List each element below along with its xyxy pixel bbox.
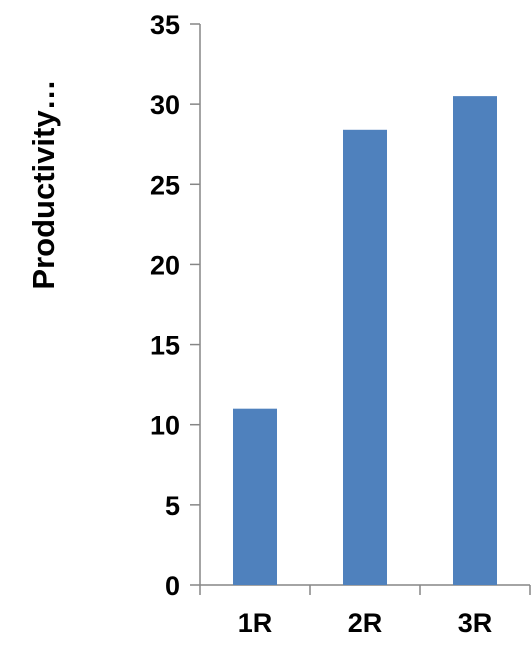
y-tick-label: 10: [150, 411, 180, 441]
x-tick-labels: 1R 2R 3R: [238, 608, 493, 638]
x-tick-label: 2R: [348, 608, 383, 638]
x-tick-label: 1R: [238, 608, 273, 638]
y-tick-label: 20: [150, 250, 180, 280]
bars: [233, 96, 497, 585]
bar-1R: [233, 408, 277, 585]
y-tick-labels: 0 5 10 15 20 25 30 35: [150, 10, 180, 601]
y-tick-label: 5: [165, 491, 180, 521]
y-tick-label: 0: [165, 571, 180, 601]
y-tick-label: 25: [150, 170, 180, 200]
y-tick-label: 30: [150, 90, 180, 120]
y-tick-label: 35: [150, 10, 180, 40]
x-tick-label: 3R: [458, 608, 493, 638]
bar-3R: [453, 96, 497, 585]
y-axis-title: Productivity…: [26, 79, 61, 289]
y-tick-label: 15: [150, 331, 180, 361]
bar-2R: [343, 129, 387, 585]
